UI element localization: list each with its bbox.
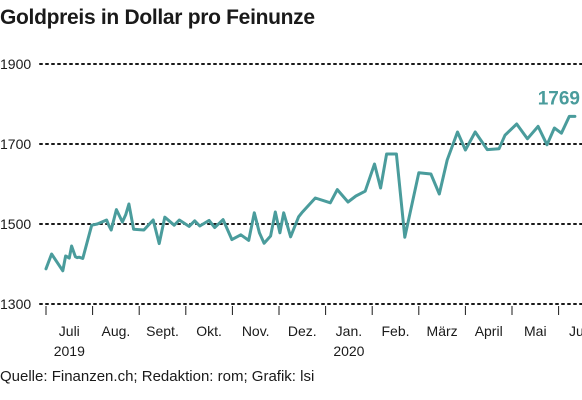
month-label: Dez. <box>288 323 317 339</box>
month-label: Mai <box>524 323 547 339</box>
y-tick-label: 1900 <box>0 56 31 72</box>
month-label: März <box>427 323 458 339</box>
month-label: April <box>475 323 503 339</box>
month-label: Juli <box>59 323 80 339</box>
y-tick-label: 1500 <box>0 216 31 232</box>
source-note: Quelle: Finanzen.ch; Redaktion: rom; Gra… <box>0 368 315 385</box>
month-label: Sept. <box>146 323 179 339</box>
y-tick-label: 1700 <box>0 136 31 152</box>
month-label: Jan. <box>336 323 362 339</box>
year-label: 2019 <box>54 343 85 359</box>
month-label: Okt. <box>196 323 222 339</box>
month-label: Feb. <box>381 323 409 339</box>
year-label: 2020 <box>333 343 364 359</box>
month-label: Juni <box>569 323 582 339</box>
month-label: Nov. <box>242 323 270 339</box>
price-line <box>44 114 577 273</box>
chart-title: Goldpreis in Dollar pro Feinunze <box>0 6 315 29</box>
month-label: Aug. <box>101 323 130 339</box>
last-value-label: 1769 <box>538 88 580 109</box>
y-tick-label: 1300 <box>0 296 31 312</box>
